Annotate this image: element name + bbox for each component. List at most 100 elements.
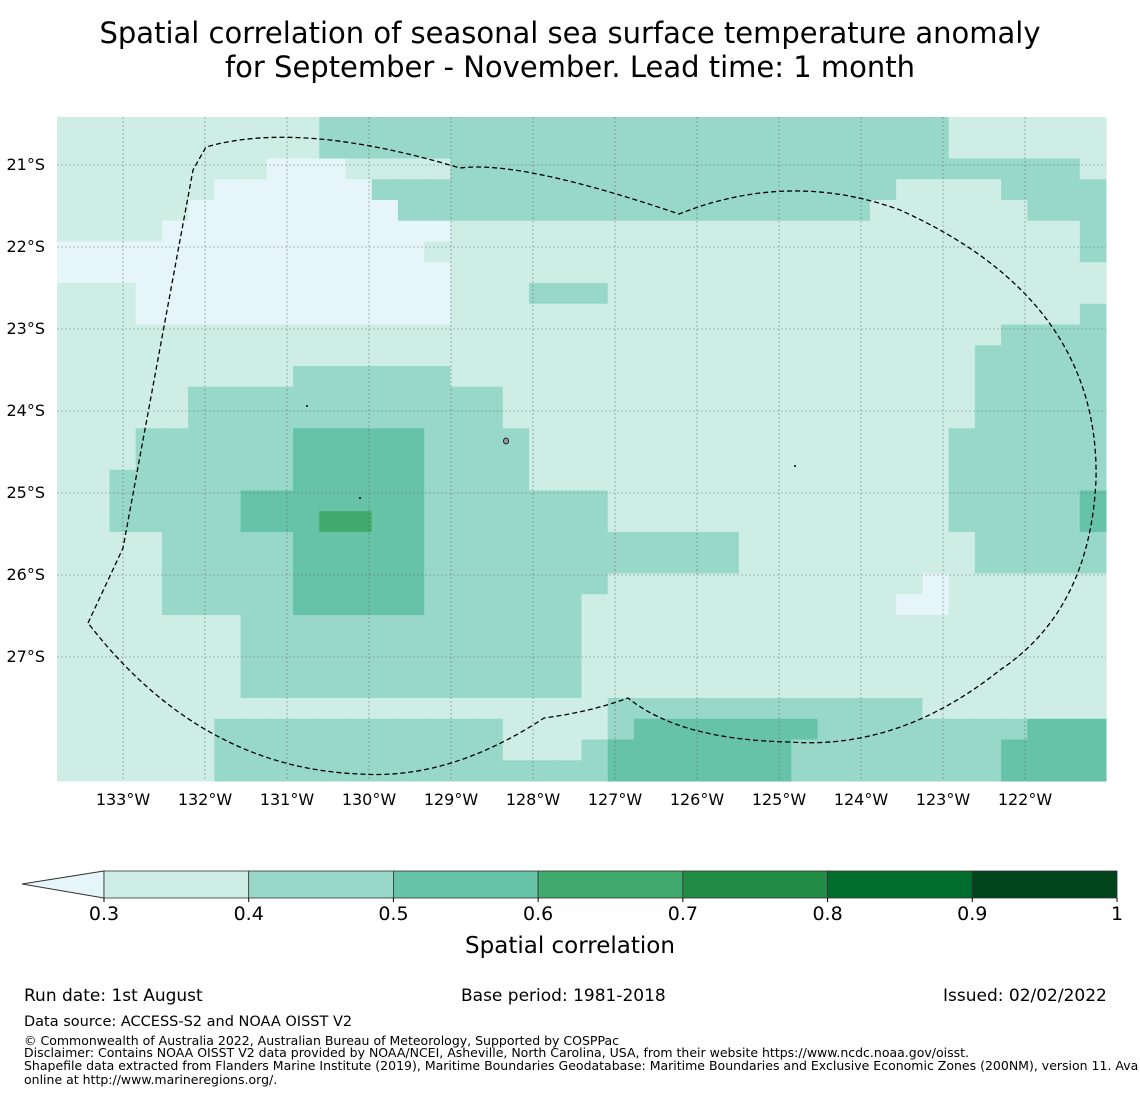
grid-cell xyxy=(214,262,242,284)
grid-cell xyxy=(57,366,84,388)
grid-cell xyxy=(345,324,373,346)
grid-cell xyxy=(581,573,609,595)
grid-cell xyxy=(1079,220,1107,242)
grid-cell xyxy=(450,117,478,139)
grid-cell xyxy=(450,552,478,574)
grid-cell xyxy=(57,158,84,180)
grid-cell xyxy=(345,241,373,263)
grid-cell xyxy=(266,490,294,512)
grid-cell xyxy=(738,407,766,429)
grid-cell xyxy=(502,698,530,720)
grid-cell xyxy=(502,303,530,325)
grid-cell xyxy=(843,428,871,450)
grid-cell xyxy=(424,407,451,429)
grid-cell xyxy=(712,428,740,450)
grid-cell xyxy=(450,573,478,595)
grid-cell xyxy=(214,179,242,201)
grid-cell xyxy=(293,324,320,346)
grid-cell xyxy=(948,552,976,574)
grid-cell xyxy=(529,386,556,408)
grid-cell xyxy=(1053,179,1081,201)
grid-cell xyxy=(843,200,871,222)
grid-cell xyxy=(817,760,845,782)
grid-cell xyxy=(607,179,635,201)
grid-cell xyxy=(476,698,504,720)
grid-cell xyxy=(869,366,897,388)
grid-cell xyxy=(1053,469,1081,491)
grid-cell xyxy=(922,594,950,616)
grid-cell xyxy=(476,303,504,325)
grid-cell xyxy=(843,698,871,720)
grid-cell xyxy=(240,158,268,180)
grid-cell xyxy=(240,179,268,201)
grid-cell xyxy=(555,366,582,388)
grid-cell xyxy=(502,552,530,574)
grid-cell xyxy=(502,283,530,305)
grid-cell xyxy=(738,386,766,408)
grid-cell xyxy=(633,220,661,242)
grid-cell xyxy=(1001,179,1028,201)
grid-cell xyxy=(1053,117,1081,139)
grid-cell xyxy=(57,449,84,471)
grid-cell xyxy=(57,615,84,637)
grid-cell xyxy=(109,220,137,242)
grid-cell xyxy=(135,324,163,346)
grid-cell xyxy=(896,490,923,512)
grid-cell xyxy=(948,303,976,325)
grid-cell xyxy=(424,573,451,595)
grid-cell xyxy=(529,366,556,388)
grid-cell xyxy=(529,117,556,139)
grid-cell xyxy=(1001,117,1028,139)
lon-tick-label: 131°W xyxy=(260,790,315,809)
grid-cell xyxy=(109,345,137,367)
grid-cell xyxy=(1079,532,1107,554)
grid-cell xyxy=(686,366,714,388)
grid-cell xyxy=(319,490,346,512)
grid-cell xyxy=(502,573,530,595)
grid-cell xyxy=(529,739,556,761)
grid-cell xyxy=(843,137,871,159)
grid-cell xyxy=(817,615,845,637)
grid-cell xyxy=(529,262,556,284)
grid-cell xyxy=(633,345,661,367)
grid-cell xyxy=(1053,490,1081,512)
grid-cell xyxy=(974,262,1002,284)
grid-cell xyxy=(686,718,714,740)
grid-cell xyxy=(974,635,1002,657)
grid-cell xyxy=(1027,573,1055,595)
grid-cell xyxy=(896,345,923,367)
grid-cell xyxy=(397,656,425,678)
grid-cell xyxy=(974,366,1002,388)
grid-cell xyxy=(896,324,923,346)
grid-cell xyxy=(161,262,189,284)
grid-cell xyxy=(843,324,871,346)
grid-cell xyxy=(293,220,320,242)
grid-cell xyxy=(555,137,582,159)
grid-cell xyxy=(240,552,268,574)
grid-cell xyxy=(555,117,582,139)
grid-cell xyxy=(424,179,451,201)
grid-cell xyxy=(161,117,189,139)
grid-cell xyxy=(555,677,582,699)
grid-cell xyxy=(1053,262,1081,284)
grid-cell xyxy=(214,760,242,782)
grid-cell xyxy=(1001,656,1028,678)
grid-cell xyxy=(83,449,110,471)
grid-cell xyxy=(896,241,923,263)
grid-cell xyxy=(266,220,294,242)
grid-cell xyxy=(529,594,556,616)
grid-cell xyxy=(712,117,740,139)
grid-cell xyxy=(922,615,950,637)
grid-cell xyxy=(896,615,923,637)
grid-cell xyxy=(869,469,897,491)
grid-cell xyxy=(371,366,399,388)
grid-cell xyxy=(293,760,320,782)
grid-cell xyxy=(974,573,1002,595)
grid-cell xyxy=(424,345,451,367)
grid-cell xyxy=(686,615,714,637)
grid-cell xyxy=(712,511,740,533)
colorbar-segment xyxy=(393,870,539,899)
grid-cell xyxy=(161,532,189,554)
grid-cell xyxy=(922,635,950,657)
grid-cell xyxy=(817,739,845,761)
